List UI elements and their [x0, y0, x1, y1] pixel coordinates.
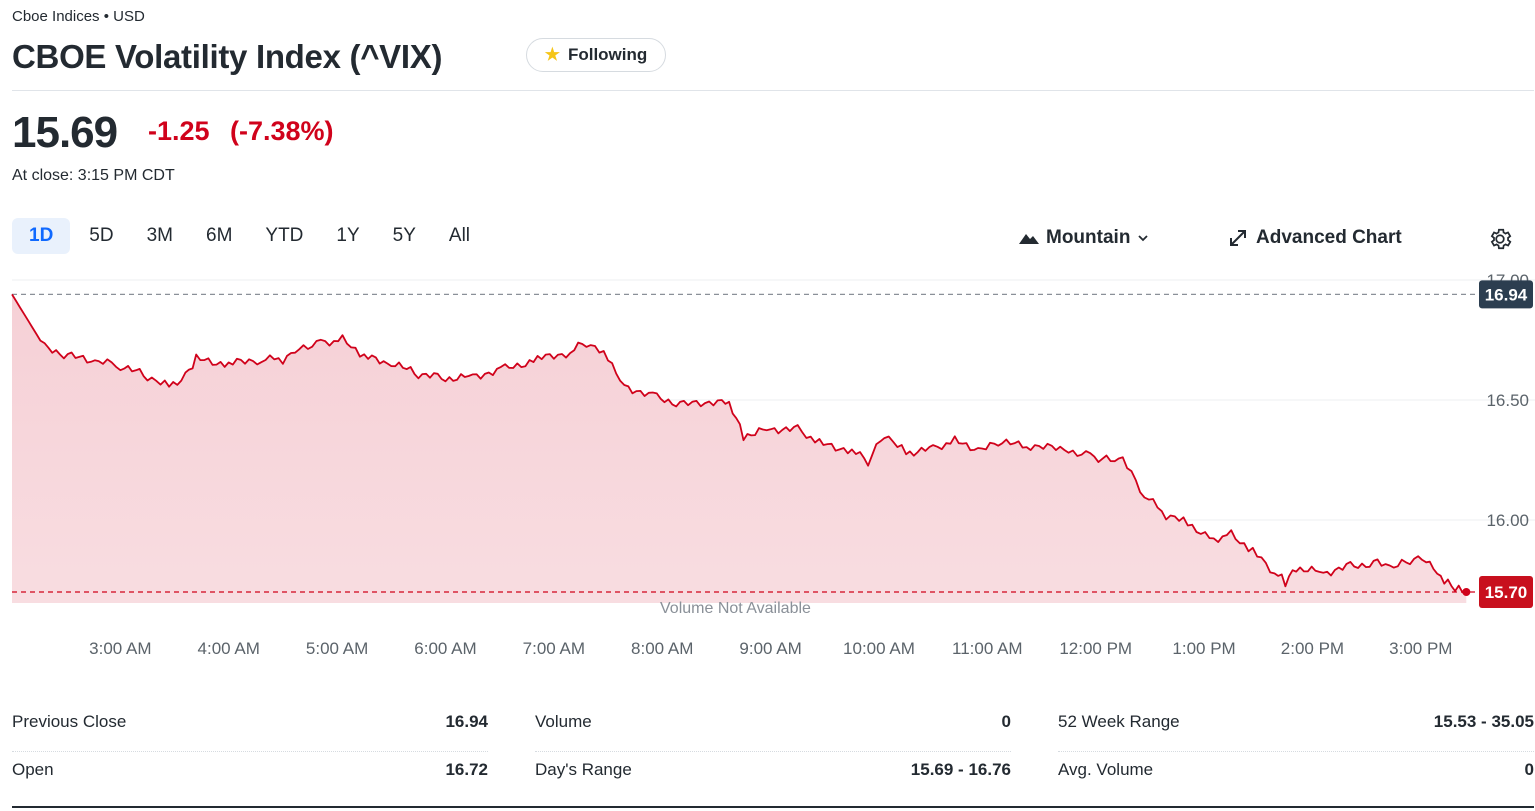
star-icon: ★ [544, 45, 560, 64]
price-change-percent: (-7.38%) [230, 116, 334, 146]
previous-close-badge: 16.94 [1479, 280, 1533, 309]
expand-icon [1230, 230, 1246, 246]
stat-row-open: Open 16.72 [12, 752, 488, 800]
stat-row-previous-close: Previous Close 16.94 [12, 704, 488, 752]
stat-label: Avg. Volume [1058, 760, 1154, 779]
series-area [12, 294, 1467, 603]
x-tick-label: 6:00 AM [414, 639, 476, 658]
stat-value: 16.94 [445, 712, 488, 731]
x-tick-label: 4:00 AM [198, 639, 260, 658]
last-point-marker [1462, 588, 1471, 596]
y-tick-label: 16.00 [1486, 511, 1529, 530]
y-tick-label: 16.50 [1486, 391, 1529, 410]
last-price-badge-label: 15.70 [1485, 583, 1528, 602]
stat-row-days-range: Day's Range 15.69 - 16.76 [535, 752, 1011, 800]
stat-row-volume: Volume 0 [535, 704, 1011, 752]
stat-value: 15.53 - 35.05 [1433, 712, 1534, 731]
tab-ytd[interactable]: YTD [265, 225, 304, 246]
stat-value: 16.72 [445, 760, 488, 779]
tab-1d[interactable]: 1D [12, 218, 71, 254]
following-button[interactable]: ★ Following [526, 38, 666, 72]
previous-close-badge-label: 16.94 [1485, 285, 1528, 304]
stat-label: 52 Week Range [1058, 712, 1180, 731]
x-tick-label: 11:00 AM [952, 639, 1023, 658]
volume-not-available: Volume Not Available [660, 600, 811, 617]
advanced-chart-label: Advanced Chart [1256, 227, 1402, 248]
following-label: Following [567, 45, 648, 64]
current-price: 15.69 [12, 108, 118, 157]
chart-type-label: Mountain [1046, 227, 1131, 248]
series-line [11, 293, 1467, 594]
x-tick-label: 1:00 PM [1172, 639, 1235, 658]
exchange-currency: Cboe Indices • USD [12, 8, 145, 25]
chevron-down-icon [1138, 235, 1149, 242]
tab-all[interactable]: All [448, 225, 471, 246]
stat-value: 0 [1001, 712, 1011, 731]
advanced-chart-button[interactable]: Advanced Chart [1228, 227, 1402, 249]
price-change: -1.25 [148, 116, 210, 146]
tab-5d[interactable]: 5D [89, 225, 114, 246]
last-price-badge: 15.70 [1479, 576, 1533, 608]
mountain-icon [1019, 234, 1039, 244]
stat-row-52-week-range: 52 Week Range 15.53 - 35.05 [1058, 704, 1534, 752]
stat-row-avg-volume: Avg. Volume 0 [1058, 752, 1534, 800]
stat-label: Previous Close [12, 712, 127, 731]
close-time: At close: 3:15 PM CDT [12, 167, 175, 184]
range-tabs: 1D 5D 3M 6M YTD 1Y 5Y All [12, 218, 489, 254]
tab-1y[interactable]: 1Y [336, 225, 360, 246]
tab-6m[interactable]: 6M [206, 225, 233, 246]
x-tick-label: 12:00 PM [1059, 639, 1132, 658]
page-title: CBOE Volatility Index (^VIX) [12, 38, 443, 75]
x-tick-label: 2:00 PM [1281, 639, 1344, 658]
header-divider [12, 90, 1534, 91]
chart-type-dropdown[interactable]: Mountain [1018, 227, 1150, 249]
x-tick-label: 9:00 AM [739, 639, 801, 658]
stat-value: 15.69 - 16.76 [910, 760, 1011, 779]
stat-label: Volume [535, 712, 592, 731]
x-tick-label: 7:00 AM [523, 639, 585, 658]
x-tick-label: 10:00 AM [843, 639, 915, 658]
tab-3m[interactable]: 3M [146, 225, 173, 246]
settings-gear-icon[interactable] [1487, 226, 1513, 257]
x-tick-label: 8:00 AM [631, 639, 693, 658]
x-tick-label: 3:00 AM [89, 639, 151, 658]
x-tick-label: 3:00 PM [1389, 639, 1452, 658]
stat-label: Day's Range [535, 760, 632, 779]
tab-5y[interactable]: 5Y [392, 225, 416, 246]
x-tick-label: 5:00 AM [306, 639, 368, 658]
bottom-divider [12, 806, 1534, 808]
stat-value: 0 [1524, 760, 1534, 779]
stat-label: Open [12, 760, 54, 779]
